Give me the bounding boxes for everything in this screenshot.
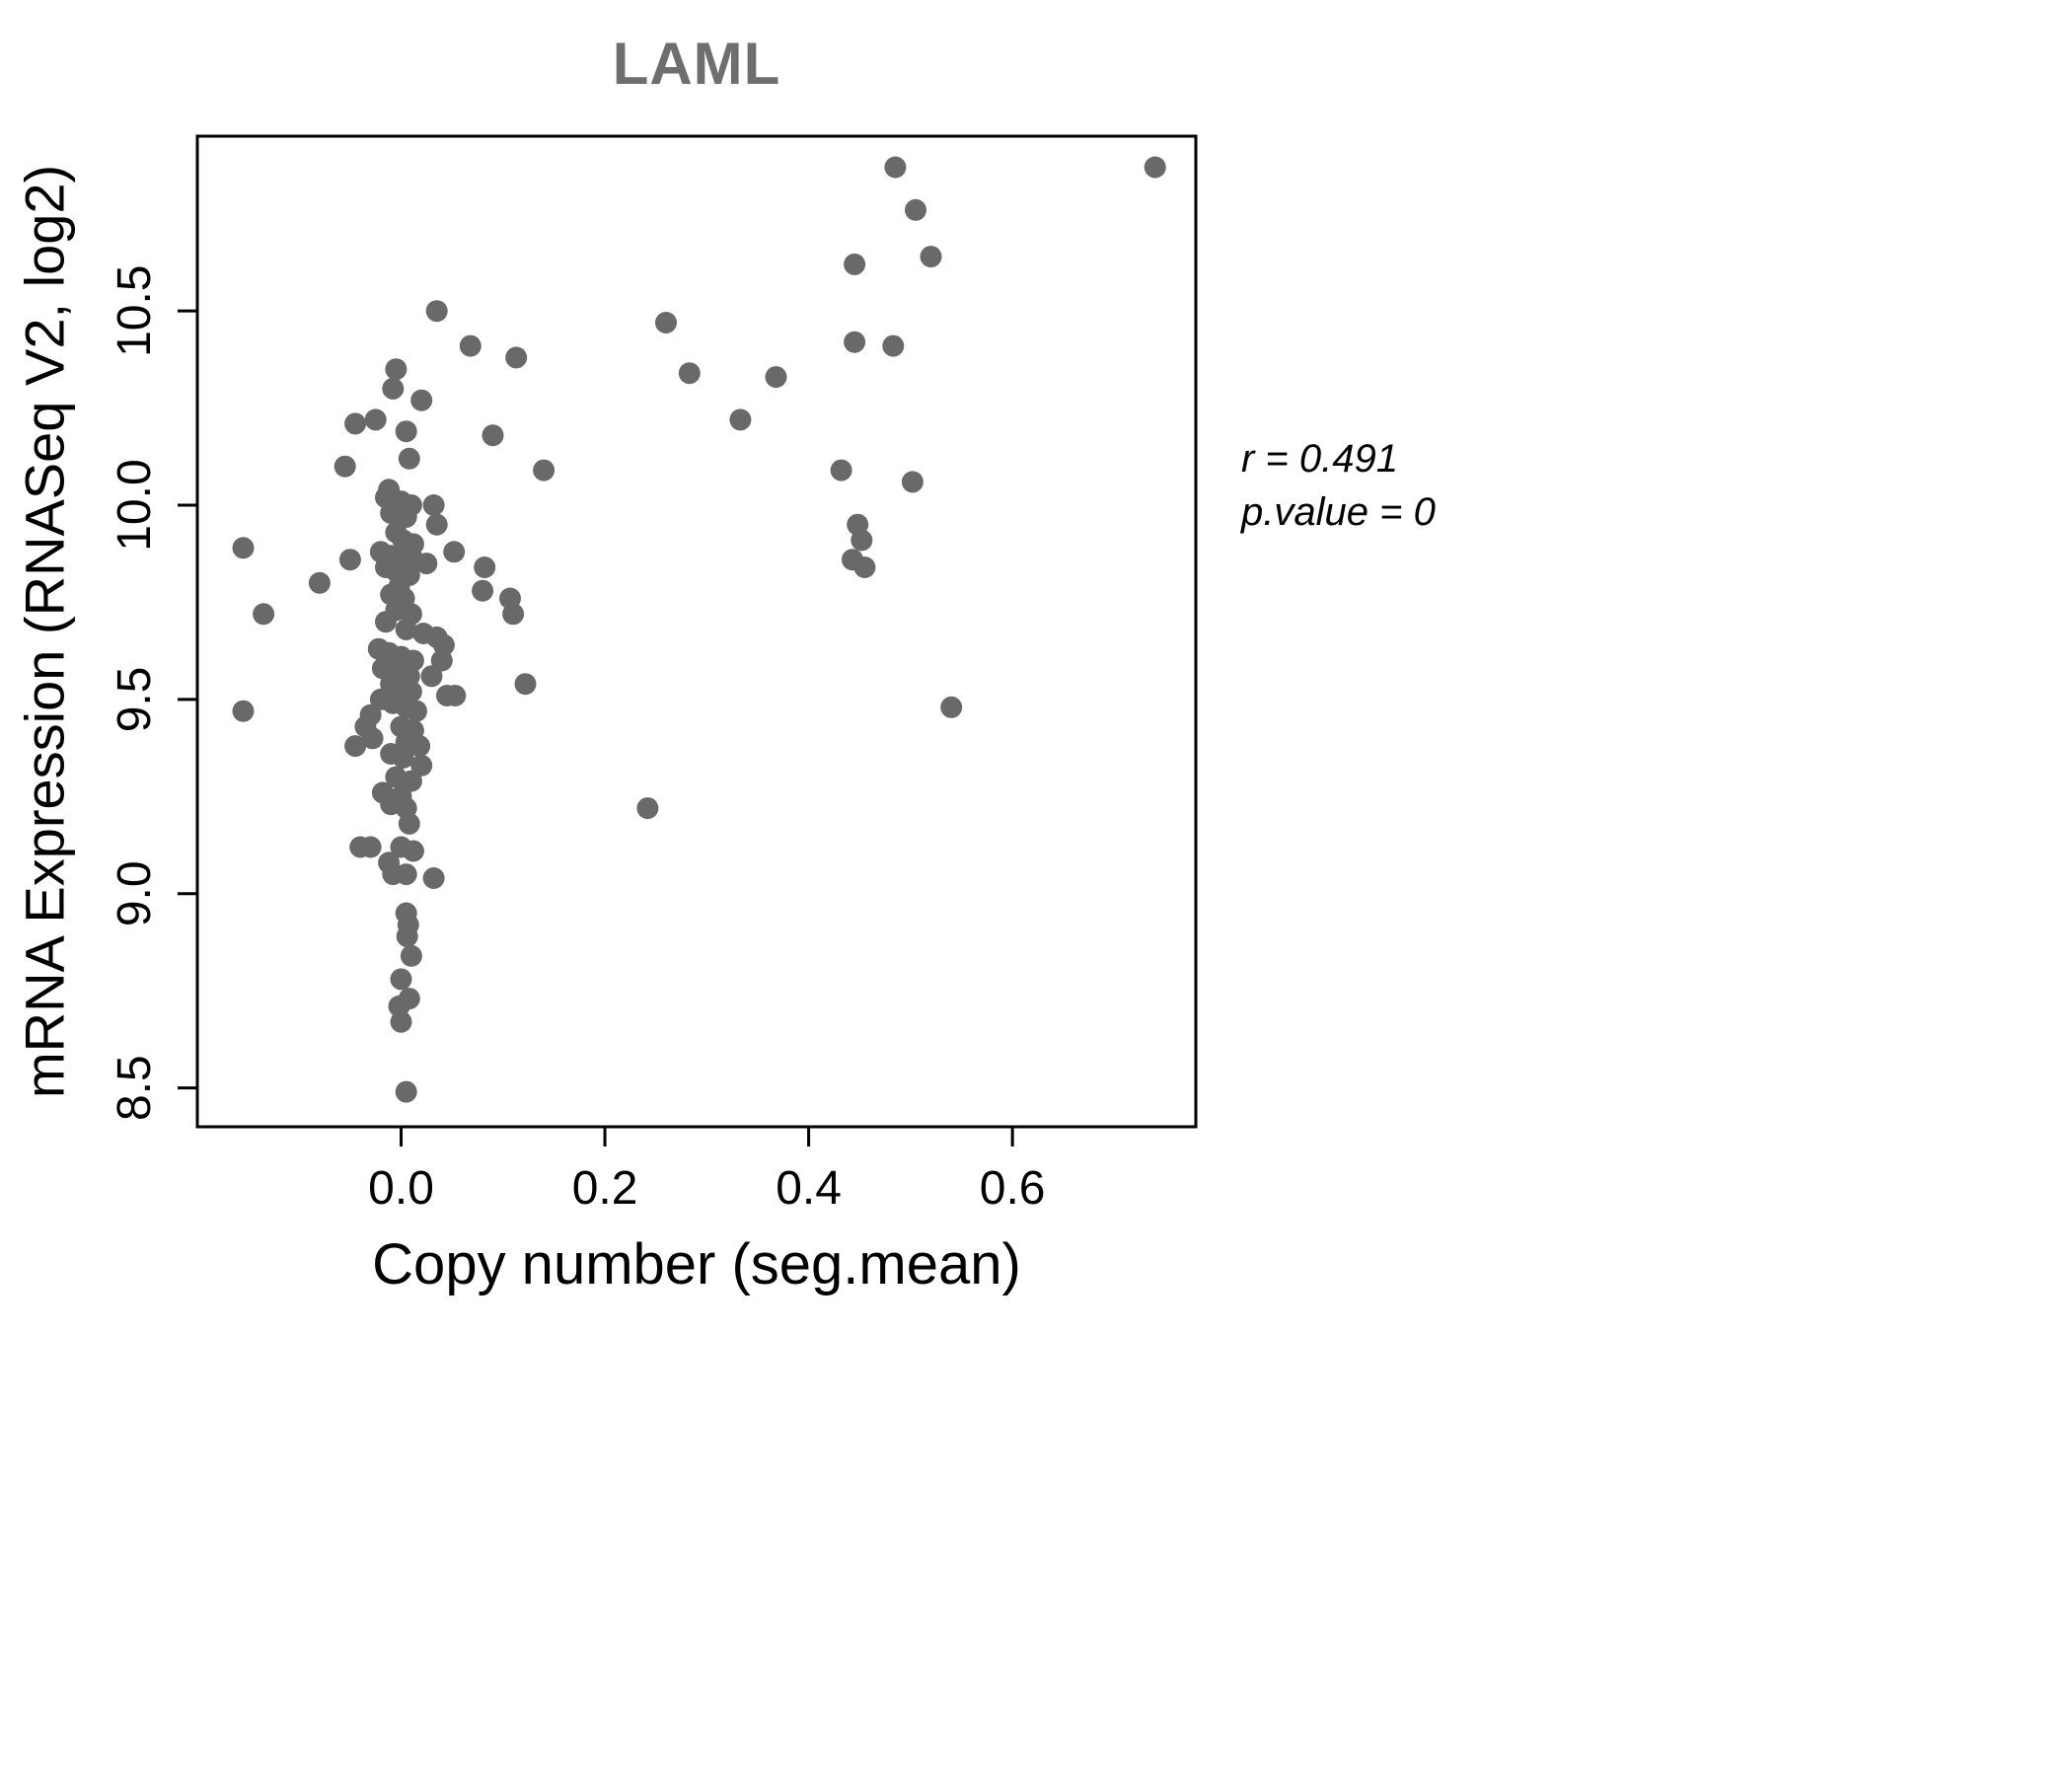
scatter-point [481,424,504,447]
scatter-point [422,494,445,516]
p-value-text: p.value = 0 [1241,490,1436,534]
scatter-point [830,459,852,481]
scatter-point [636,797,659,820]
scatter-point [474,556,496,578]
scatter-point [882,334,905,357]
x-tick-label: 0.6 [980,1162,1046,1215]
y-tick-label: 9.5 [109,667,161,733]
scatter-point [395,1080,417,1103]
plot-border [195,134,1198,1129]
y-tick-label: 8.5 [109,1055,161,1121]
scatter-point [361,727,384,750]
scatter-point [400,944,422,967]
scatter-point [505,346,528,369]
scatter-point [395,863,417,886]
scatter-point [920,246,942,268]
x-axis-label: Copy number (seg.mean) [372,1232,1021,1296]
scatter-point [398,447,420,470]
scatter-point [729,408,752,431]
scatter-point [375,611,397,633]
scatter-point [884,156,907,179]
scatter-point [253,603,275,626]
x-tick-label: 0.0 [368,1162,434,1215]
x-tick-label: 0.4 [776,1162,842,1215]
scatter-point [338,549,361,571]
y-tick-label: 9.0 [109,860,161,926]
scatter-point [514,673,537,696]
chart-title: LAML [612,31,781,97]
scatter-point [844,331,866,353]
scatter-point [364,408,387,431]
scatter-point [308,571,331,594]
scatter-point [425,513,448,536]
scatter-point [502,603,525,626]
scatter-point [390,968,412,991]
scatter-point [940,696,963,718]
scatter-point [425,300,448,323]
scatter-point [410,389,433,411]
scatter-point [382,377,405,400]
scatter-point [395,420,417,443]
scatter-point [344,735,367,758]
scatter-point [408,735,431,758]
scatter-point [390,1010,412,1033]
correlation-annotation: r = 0.491 p.value = 0 [1241,432,1436,539]
y-tick-label: 10.5 [109,264,161,356]
scatter-point [851,529,873,552]
scatter-point [533,459,555,481]
scatter-point [385,358,407,381]
scatter-point [765,366,787,389]
scatter-point [655,312,677,333]
scatter-point [436,685,458,706]
scatter-point [430,649,453,672]
scatter-point [349,836,372,858]
scatter-point [392,747,414,769]
scatter-point [344,412,367,435]
scatter-point [402,533,424,555]
scatter-point [901,471,924,493]
scatter-point [443,541,466,563]
x-tick-label: 0.2 [572,1162,638,1215]
scatter-point [905,198,926,221]
scatter-point [415,553,438,575]
scatter-point [396,925,418,948]
scatter-point [410,754,433,777]
scatter-point [678,362,701,385]
scatter-point [232,700,255,722]
scatter-point [406,700,427,722]
scatter-point [844,253,866,275]
scatter-point [395,619,417,640]
y-tick-label: 10.0 [109,459,161,551]
r-value-text: r = 0.491 [1241,437,1399,481]
scatter-point [402,840,424,862]
scatter-point [420,665,443,688]
scatter-point [1144,156,1166,179]
scatter-point [472,579,494,602]
scatter-point [422,867,445,889]
scatter-point [400,770,422,792]
scatter-point [398,812,420,835]
scatter-point [395,505,417,528]
scatter-point [459,334,481,357]
scatter-point [333,455,356,478]
scatter-point [853,556,876,578]
scatter-point [232,537,255,559]
